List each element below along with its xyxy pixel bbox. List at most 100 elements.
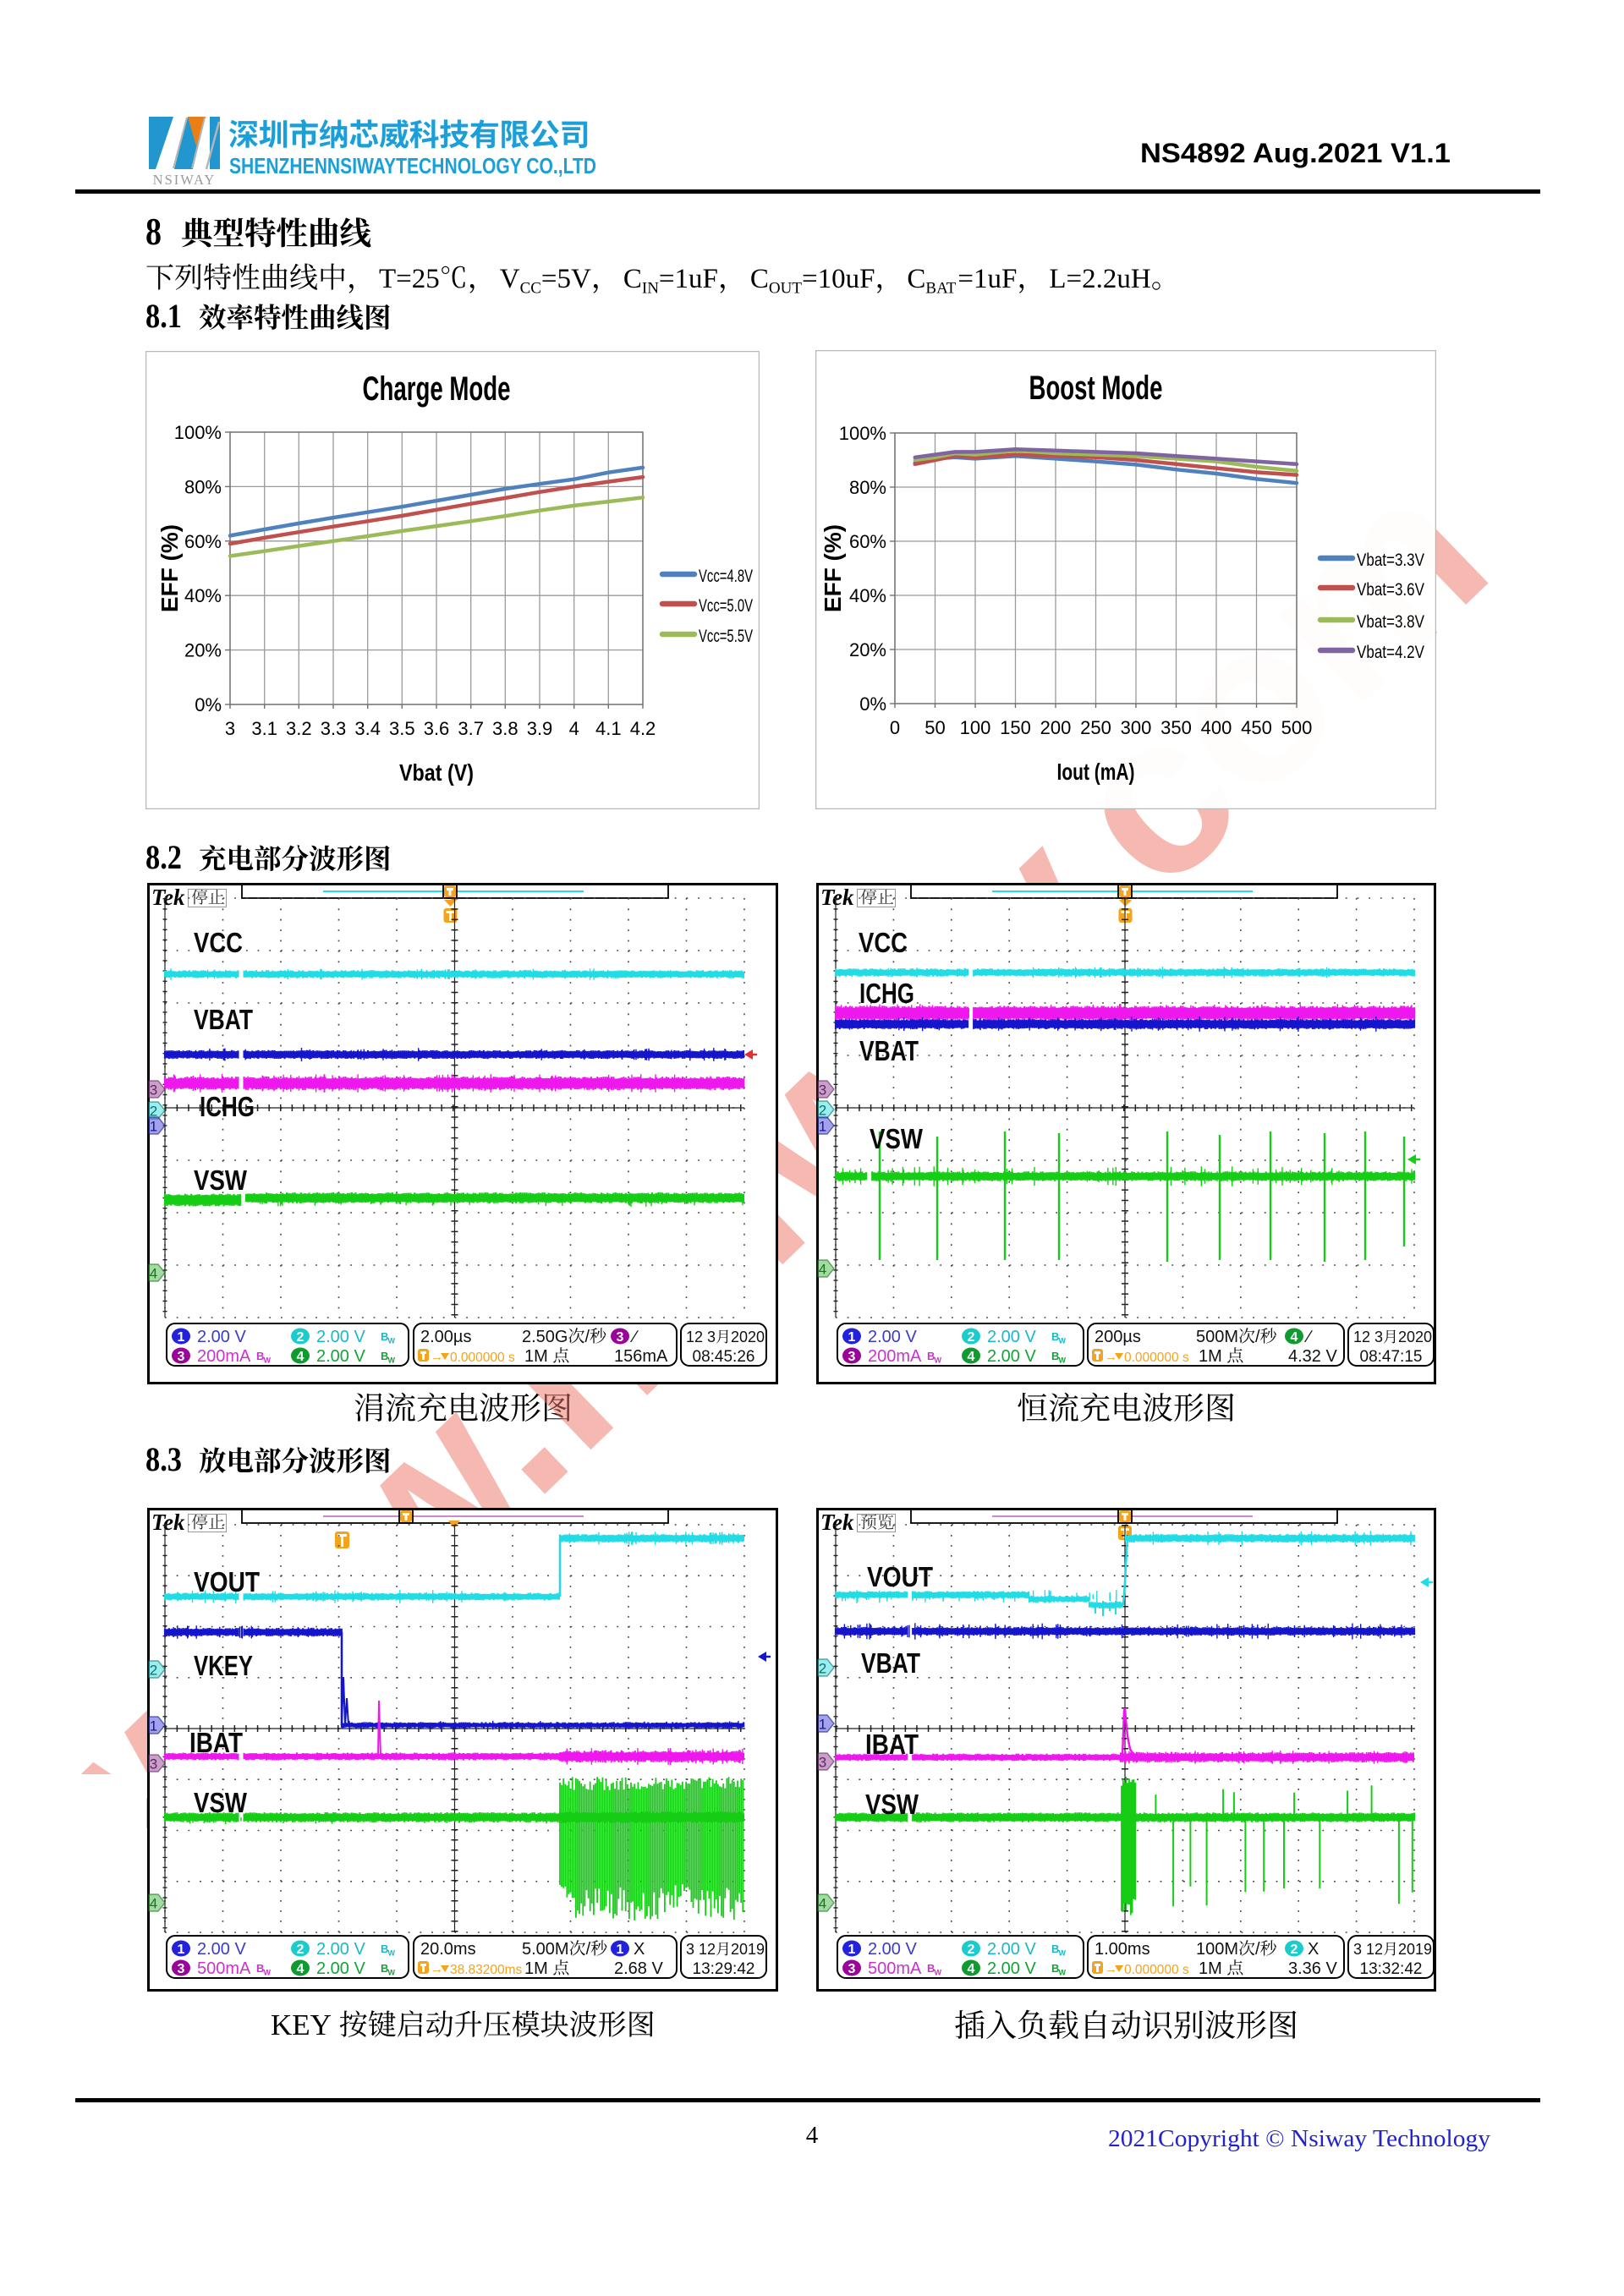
- svg-text:W: W: [388, 1356, 396, 1365]
- svg-text:B: B: [1051, 1330, 1059, 1343]
- svg-text:T=25: T=25: [379, 264, 440, 294]
- svg-text:3: 3: [178, 1962, 185, 1976]
- svg-text:L=2.2uH: L=2.2uH: [1049, 264, 1150, 294]
- svg-text:3.7: 3.7: [458, 718, 484, 739]
- svg-text:W: W: [388, 1969, 396, 1977]
- svg-text:→: →: [431, 1350, 443, 1364]
- svg-text:VSW: VSW: [865, 1789, 919, 1820]
- svg-text:VKEY: VKEY: [194, 1650, 253, 1681]
- svg-text:VSW: VSW: [194, 1164, 248, 1196]
- svg-text:=1uF: =1uF: [659, 264, 718, 294]
- svg-text:B: B: [381, 1350, 388, 1362]
- svg-text:4: 4: [297, 1350, 304, 1364]
- svg-text:W: W: [264, 1969, 272, 1977]
- svg-text:Tek: Tek: [820, 1510, 854, 1535]
- svg-text:2.00µs: 2.00µs: [420, 1328, 471, 1346]
- svg-text:NSIWAY: NSIWAY: [153, 172, 217, 188]
- svg-text:200: 200: [1040, 717, 1072, 738]
- svg-text:3: 3: [617, 1330, 624, 1345]
- svg-text:100%: 100%: [174, 422, 222, 443]
- svg-text:80%: 80%: [849, 477, 886, 498]
- svg-text:Vbat=3.6V: Vbat=3.6V: [1357, 580, 1424, 600]
- svg-text:C: C: [907, 264, 925, 294]
- svg-text:SHENZHENNSIWAYTECHNOLOGY CO.,L: SHENZHENNSIWAYTECHNOLOGY CO.,LTD: [229, 155, 596, 178]
- svg-text:0%: 0%: [859, 693, 886, 715]
- svg-text:13:29:42: 13:29:42: [693, 1960, 755, 1978]
- svg-text:0.000000 s: 0.000000 s: [1124, 1351, 1189, 1365]
- svg-text:ICHG: ICHG: [859, 978, 914, 1009]
- svg-text:VBAT: VBAT: [861, 1647, 920, 1679]
- svg-text:X: X: [634, 1940, 645, 1959]
- svg-text:4: 4: [1291, 1330, 1298, 1345]
- svg-text:1: 1: [178, 1943, 185, 1957]
- svg-text:W: W: [388, 1337, 396, 1345]
- svg-text:2.00 V: 2.00 V: [197, 1940, 246, 1959]
- svg-text:X: X: [1308, 1940, 1319, 1959]
- svg-text:4: 4: [806, 2122, 819, 2149]
- svg-text:Boost Mode: Boost Mode: [1029, 370, 1163, 407]
- svg-text:3.9: 3.9: [527, 718, 553, 739]
- svg-text:12 3: 12 3: [1353, 1329, 1383, 1345]
- svg-text:08:47:15: 08:47:15: [1360, 1348, 1423, 1366]
- svg-text:ICHG: ICHG: [200, 1091, 255, 1122]
- svg-text:1: 1: [150, 1718, 157, 1734]
- svg-text:2.68 V: 2.68 V: [614, 1959, 663, 1978]
- svg-text:4: 4: [150, 1896, 157, 1912]
- svg-text:1: 1: [848, 1943, 856, 1957]
- svg-text:1: 1: [150, 1119, 157, 1135]
- svg-text:0: 0: [890, 717, 900, 738]
- svg-text:B: B: [1051, 1962, 1059, 1975]
- svg-text:W: W: [1059, 1337, 1067, 1345]
- svg-text:2.00 V: 2.00 V: [316, 1347, 365, 1366]
- svg-text:5.00M: 5.00M: [522, 1940, 569, 1959]
- svg-text:→: →: [1105, 1962, 1117, 1976]
- svg-text:4: 4: [819, 1896, 826, 1912]
- svg-text:B: B: [381, 1330, 388, 1343]
- svg-text:IN: IN: [642, 280, 659, 298]
- svg-text:2.00 V: 2.00 V: [987, 1940, 1036, 1959]
- svg-text:400: 400: [1201, 717, 1232, 738]
- svg-text:IBAT: IBAT: [189, 1727, 243, 1758]
- svg-text:3: 3: [848, 1350, 856, 1364]
- svg-text:∕: ∕: [629, 1328, 639, 1346]
- svg-text:2020: 2020: [1398, 1329, 1432, 1345]
- svg-text:=5V: =5V: [541, 264, 591, 294]
- svg-text:Vbat=3.3V: Vbat=3.3V: [1357, 551, 1424, 570]
- svg-text:3.1: 3.1: [251, 718, 277, 739]
- svg-text:100%: 100%: [839, 423, 886, 444]
- svg-text:2.00 V: 2.00 V: [316, 1959, 365, 1978]
- svg-text:VBAT: VBAT: [859, 1035, 919, 1066]
- svg-text:8.3: 8.3: [145, 1440, 182, 1478]
- svg-text:500M: 500M: [1196, 1328, 1238, 1346]
- svg-text:13:32:42: 13:32:42: [1360, 1960, 1423, 1978]
- svg-text:2.00 V: 2.00 V: [987, 1347, 1036, 1366]
- svg-text:W: W: [935, 1969, 942, 1977]
- svg-text:3.3: 3.3: [321, 718, 347, 739]
- svg-text:1: 1: [848, 1330, 856, 1345]
- svg-text:156mA: 156mA: [614, 1347, 668, 1366]
- svg-text:3: 3: [819, 1755, 826, 1771]
- svg-text:Vcc=5.5V: Vcc=5.5V: [699, 627, 753, 646]
- svg-text:80%: 80%: [184, 476, 222, 497]
- svg-text:38.83200ms: 38.83200ms: [450, 1963, 523, 1977]
- svg-text:C: C: [750, 264, 769, 294]
- svg-text:3: 3: [178, 1350, 185, 1364]
- svg-text:V: V: [500, 264, 520, 294]
- svg-text:VCC: VCC: [194, 927, 243, 958]
- svg-text:W: W: [935, 1356, 942, 1365]
- svg-text:3.8: 3.8: [492, 718, 518, 739]
- svg-text:1: 1: [819, 1717, 826, 1733]
- svg-text:→: →: [1105, 1350, 1117, 1364]
- svg-text:250: 250: [1080, 717, 1111, 738]
- svg-text:2.00 V: 2.00 V: [987, 1959, 1036, 1978]
- svg-text:40%: 40%: [184, 585, 222, 606]
- svg-text:OUT: OUT: [769, 280, 802, 298]
- svg-text:2: 2: [150, 1663, 157, 1679]
- svg-text:W: W: [264, 1356, 272, 1365]
- svg-text:4: 4: [150, 1266, 157, 1282]
- svg-text:2019: 2019: [731, 1941, 765, 1958]
- svg-text:0.000000 s: 0.000000 s: [450, 1351, 515, 1365]
- svg-text:/: /: [585, 1328, 590, 1346]
- svg-text:2021Copyright © Nsiway Technol: 2021Copyright © Nsiway Technology: [1108, 2125, 1491, 2152]
- svg-text:3.5: 3.5: [389, 718, 415, 739]
